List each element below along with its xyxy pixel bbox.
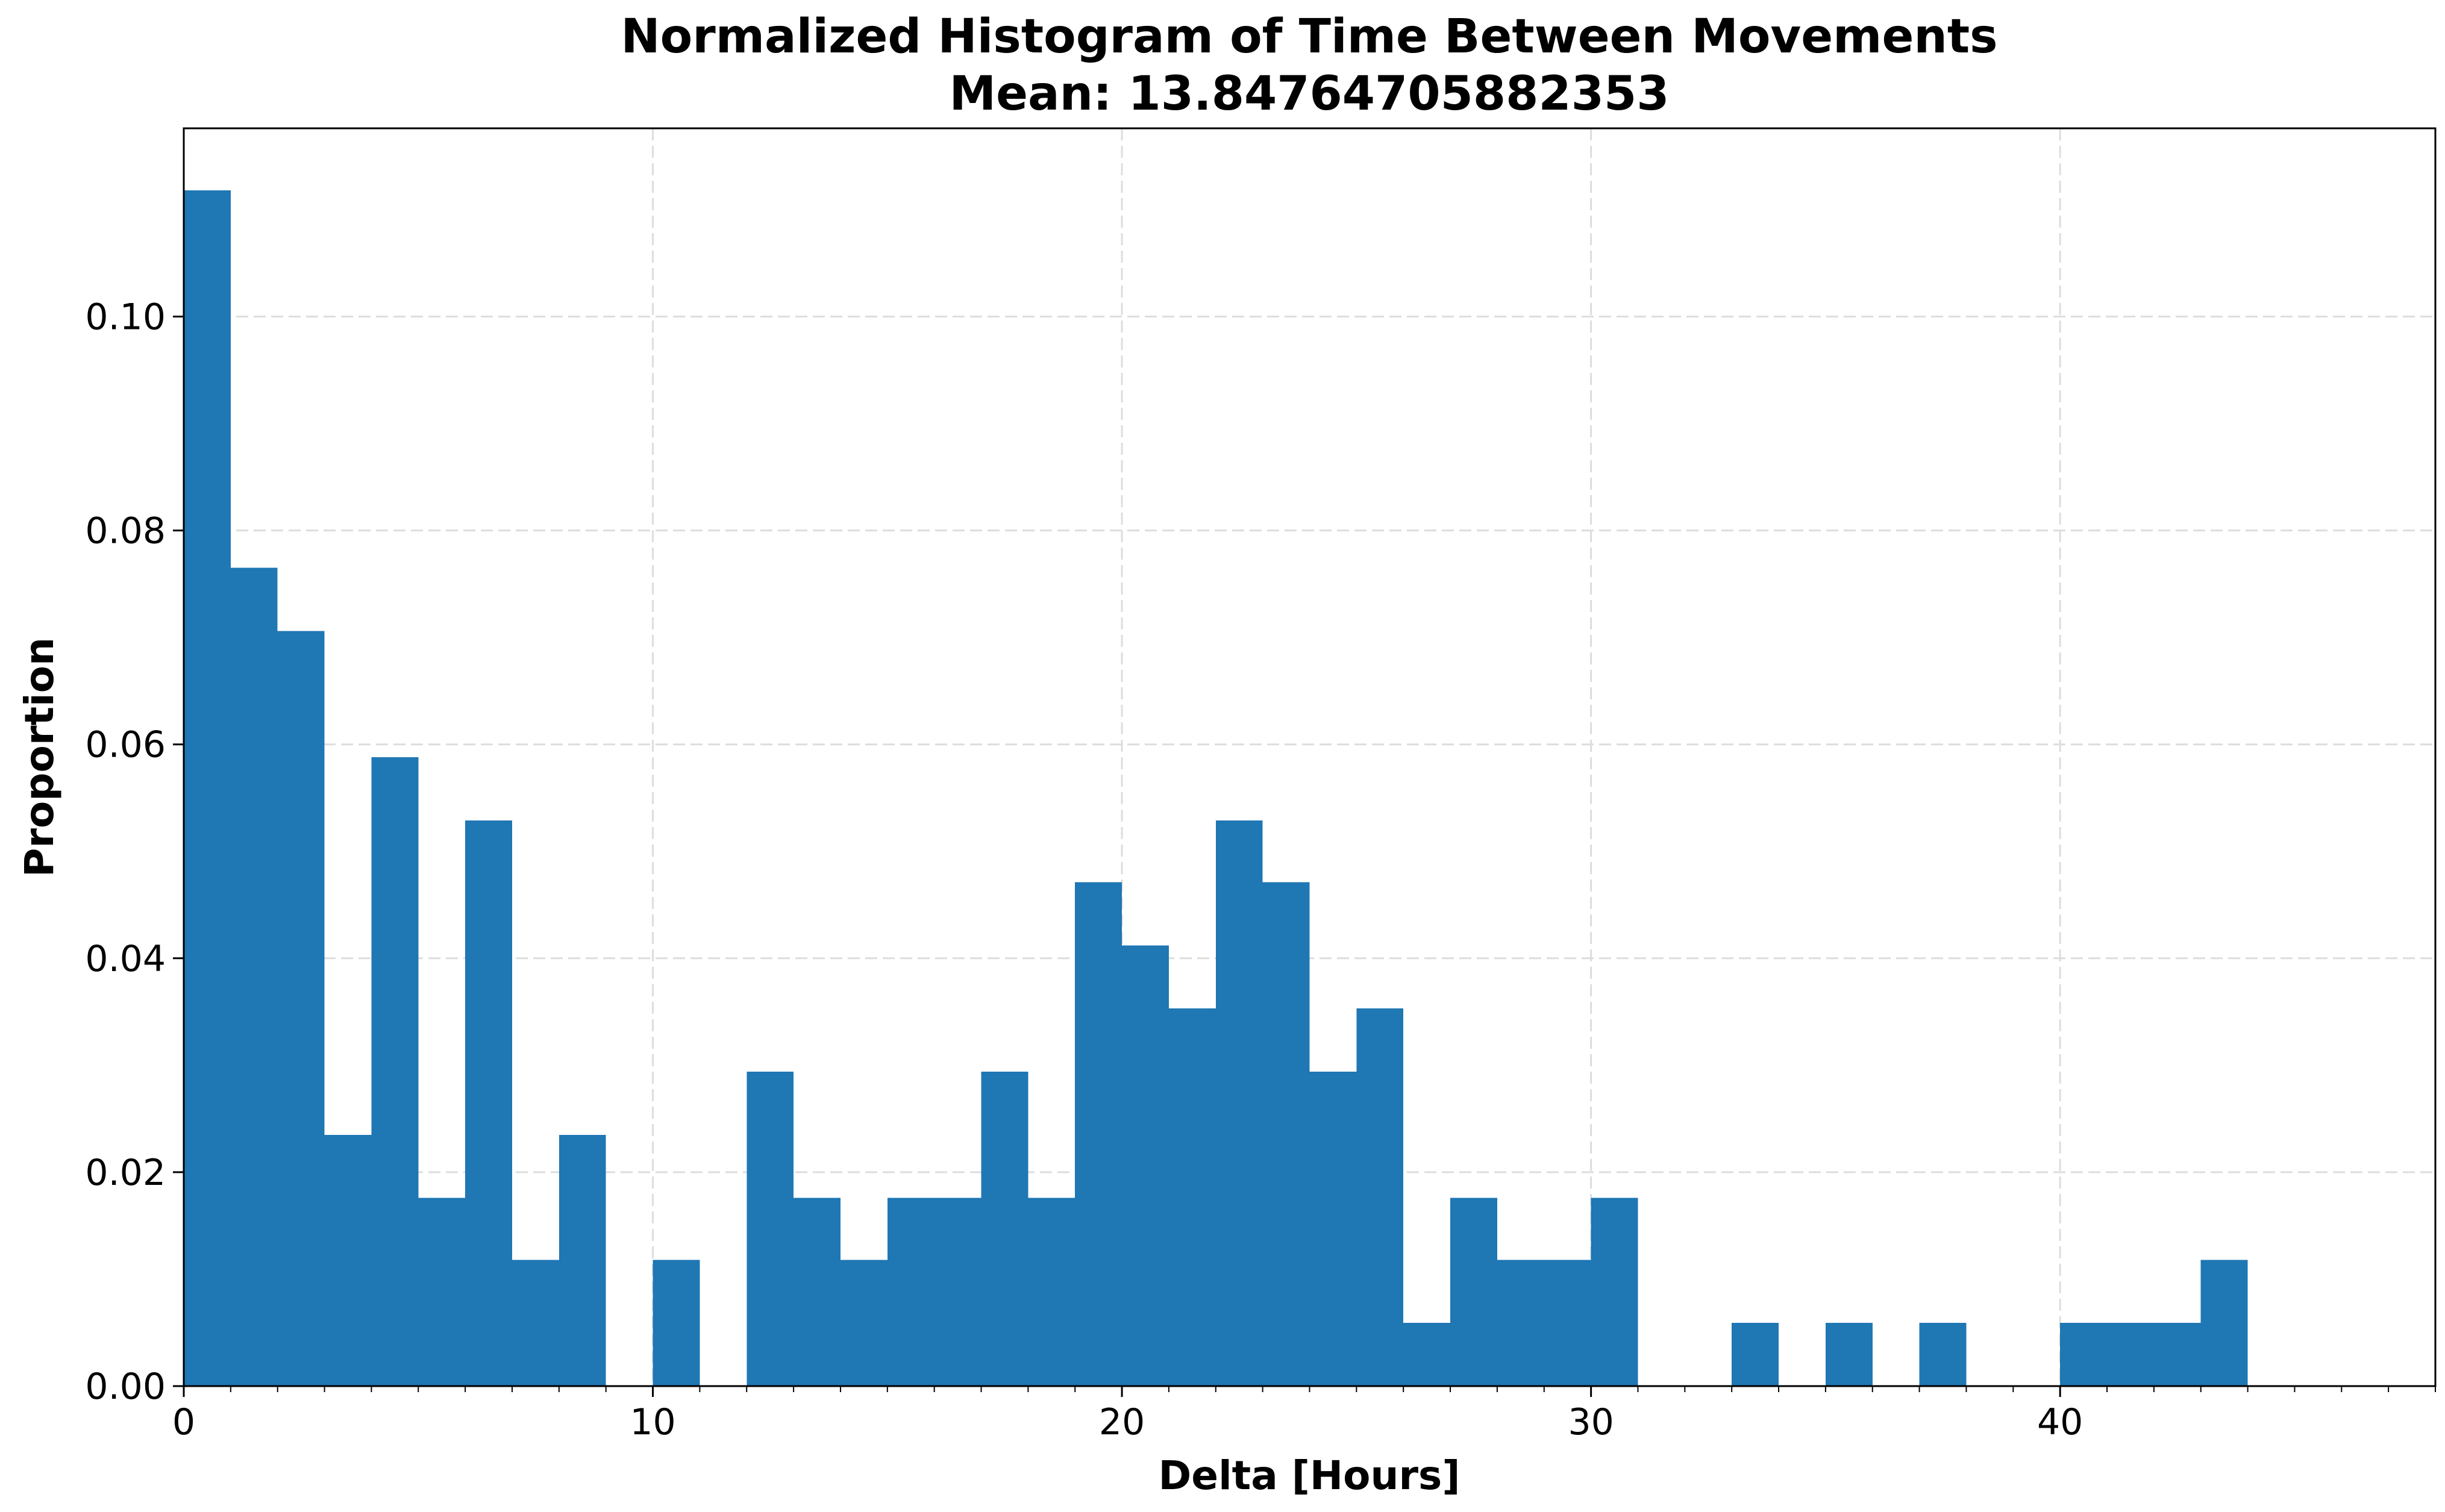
histogram-bar: [230, 567, 278, 1387]
chart-title: Normalized Histogram of Time Between Mov…: [621, 10, 1997, 64]
x-tick-label: 40: [2037, 1401, 2083, 1443]
histogram-bar: [1168, 1008, 1216, 1386]
histogram-bar: [465, 820, 512, 1386]
histogram-bar: [1403, 1323, 1451, 1386]
histogram-bar: [2153, 1323, 2201, 1386]
histogram-bar: [184, 190, 231, 1386]
histogram-bar: [1075, 882, 1122, 1386]
histogram-bar: [1309, 1072, 1357, 1386]
histogram-bar: [1356, 1008, 1404, 1386]
histogram-bar: [2200, 1260, 2248, 1386]
y-tick-label: 0.02: [85, 1152, 166, 1194]
histogram-bar: [2060, 1323, 2108, 1386]
histogram-bar: [794, 1198, 841, 1386]
y-tick-label: 0.10: [85, 296, 166, 338]
histogram-bar: [1497, 1260, 1544, 1386]
histogram-bar: [1591, 1198, 1638, 1386]
histogram-bar: [887, 1198, 934, 1386]
histogram-bar: [934, 1198, 981, 1386]
chart-subtitle: Mean: 13.84764705882353: [949, 67, 1669, 121]
x-tick-label: 30: [1568, 1401, 1614, 1443]
x-axis-label: Delta [Hours]: [1159, 1452, 1460, 1499]
histogram-bar: [559, 1134, 606, 1386]
histogram-bar: [1450, 1198, 1497, 1386]
histogram-bar: [840, 1260, 888, 1386]
y-tick-label: 0.00: [85, 1366, 166, 1408]
histogram-bar: [324, 1134, 372, 1386]
histogram-bar: [1122, 945, 1169, 1386]
y-tick-label: 0.08: [85, 510, 166, 552]
x-tick-label: 10: [630, 1401, 675, 1443]
histogram-bar: [1825, 1323, 1873, 1386]
histogram-bar: [653, 1260, 700, 1386]
histogram-bar: [277, 631, 325, 1386]
histogram-bar: [1919, 1323, 1967, 1386]
bars-layer: [184, 190, 2248, 1387]
histogram-bar: [418, 1198, 466, 1386]
histogram-bar: [1262, 882, 1310, 1386]
histogram-bar: [747, 1072, 794, 1386]
histogram-bar: [1544, 1260, 1591, 1386]
histogram-bar: [1215, 820, 1263, 1386]
histogram-bar: [371, 757, 419, 1386]
y-tick-label: 0.06: [85, 724, 166, 766]
histogram-bar: [1732, 1323, 1779, 1386]
ticks-layer: 0 10 20 30 40 0.00 0.02 0.04 0.06 0.08 0.10: [85, 296, 2436, 1443]
histogram-bar: [512, 1260, 559, 1386]
histogram-bar: [981, 1072, 1028, 1386]
histogram-bar: [1028, 1198, 1075, 1386]
x-tick-label: 20: [1099, 1401, 1145, 1443]
x-tick-label: 0: [172, 1401, 195, 1443]
histogram-bar: [2107, 1323, 2154, 1386]
y-axis-label: Proportion: [16, 637, 63, 877]
y-tick-label: 0.04: [85, 938, 166, 980]
